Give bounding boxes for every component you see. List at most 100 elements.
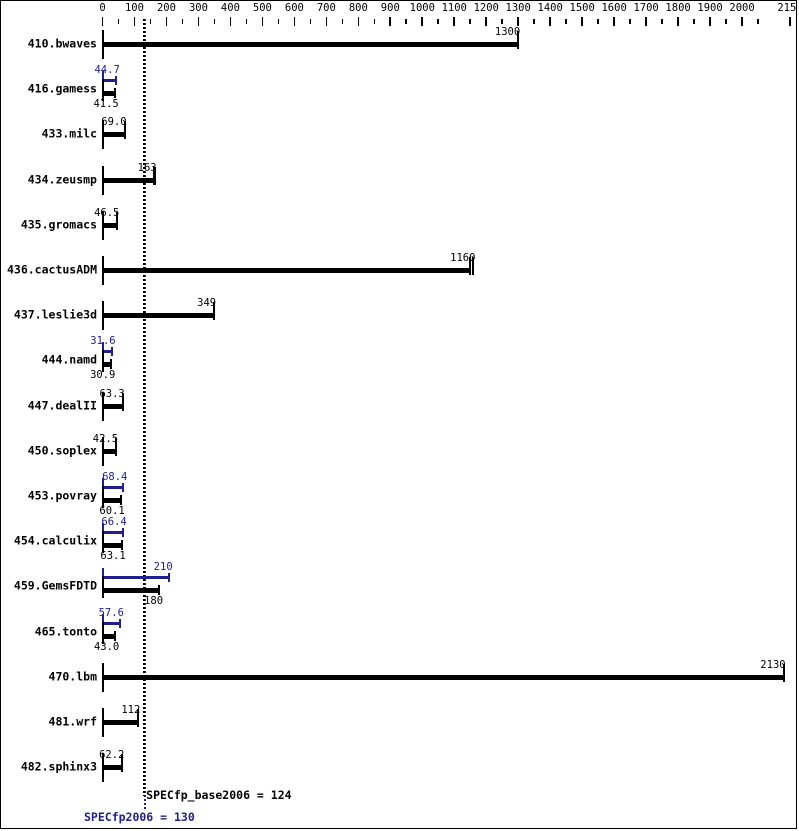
- base-bar-end-tick: [517, 31, 520, 49]
- base-bar-end-tick: [110, 359, 113, 370]
- x-tick-label: 900: [380, 2, 400, 14]
- base-bar-end-tick: [158, 585, 161, 596]
- benchmark-label: 444.namd: [41, 352, 97, 367]
- x-tick-major: [677, 17, 679, 26]
- peak-bar-end-tick: [118, 618, 121, 628]
- bar-origin-tick: [101, 753, 104, 783]
- benchmark-label: 459.GemsFDTD: [13, 578, 97, 593]
- bar-value-label: 62.2: [99, 749, 125, 762]
- x-tick-minor: [213, 19, 216, 24]
- base-bar-end-tick: [123, 121, 126, 140]
- peak-value-label: 31.6: [90, 335, 116, 348]
- x-tick-minor: [309, 19, 312, 24]
- peak-bar-end-tick: [114, 76, 117, 86]
- x-tick-label: 1000: [409, 2, 435, 14]
- base-value-label: 41.5: [93, 98, 119, 111]
- x-tick-label: 300: [188, 2, 208, 14]
- x-tick-major: [293, 17, 296, 26]
- base-bar: [102, 313, 215, 319]
- bar-value-label: 63.3: [99, 387, 125, 400]
- x-tick-label: 2000: [729, 2, 755, 14]
- x-tick-minor: [757, 19, 759, 24]
- base-bar-end-tick: [113, 88, 116, 99]
- base-bar: [102, 765, 123, 771]
- base-bar: [102, 91, 116, 97]
- x-tick-minor: [341, 19, 344, 24]
- bar-value-label: 163: [137, 161, 157, 174]
- bar-value-label: 1160: [450, 252, 476, 264]
- x-tick-label: 1400: [537, 2, 563, 14]
- peak-bar: [102, 350, 113, 354]
- x-tick-label: 1900: [697, 2, 723, 14]
- x-tick-label: 1300: [505, 2, 531, 14]
- x-tick-major: [645, 17, 647, 26]
- base-origin-tick: [101, 576, 104, 599]
- peak-value-label: 66.4: [101, 516, 127, 529]
- bar-origin-tick: [101, 708, 104, 737]
- base-bar-end-tick: [115, 437, 118, 456]
- x-tick-major: [421, 17, 424, 26]
- base-origin-tick: [101, 531, 104, 554]
- peak-value-label: 44.7: [94, 64, 120, 77]
- x-tick-major: [165, 17, 168, 26]
- footer-peak-score: SPECfp2006 = 130: [84, 810, 195, 824]
- benchmark-label: 410.bwaves: [27, 36, 97, 51]
- base-origin-tick: [101, 486, 104, 508]
- base-bar: [102, 720, 139, 725]
- peak-bar: [102, 79, 117, 83]
- bar-value-label: 112: [121, 704, 141, 716]
- x-tick-major: [741, 17, 743, 26]
- x-tick-major: [549, 17, 551, 26]
- peak-origin-tick: [101, 568, 104, 580]
- x-tick-minor: [373, 19, 376, 24]
- x-tick-label: 1700: [633, 2, 659, 14]
- peak-bar: [102, 531, 124, 535]
- benchmark-label: 450.soplex: [27, 443, 97, 458]
- x-tick-major: [517, 17, 519, 26]
- peak-origin-tick: [101, 71, 104, 83]
- base-bar-end-tick: [114, 630, 117, 641]
- x-tick-label: 200: [156, 2, 176, 14]
- x-tick-label: 1500: [569, 2, 595, 14]
- peak-origin-tick: [101, 478, 104, 489]
- x-tick-major: [357, 17, 360, 26]
- base-origin-tick: [101, 350, 104, 373]
- bar-origin-tick: [101, 391, 104, 421]
- x-tick-major: [325, 17, 328, 26]
- x-tick-minor: [533, 19, 535, 24]
- base-bar-end-tick: [116, 211, 119, 230]
- base-bar: [102, 177, 154, 183]
- base-bar-end-tick: [137, 709, 140, 727]
- bar-value-label: 69.0: [101, 116, 127, 129]
- base-bar: [102, 42, 519, 47]
- x-tick-minor: [725, 19, 727, 24]
- x-tick-major: [229, 17, 232, 26]
- x-tick-minor: [405, 19, 408, 24]
- bar-origin-tick: [101, 210, 104, 240]
- base-bar: [102, 222, 118, 228]
- x-tick-major: [709, 17, 711, 26]
- bar-origin-tick: [101, 436, 104, 466]
- base-origin-tick: [101, 621, 104, 644]
- base-bar-end-tick: [213, 302, 216, 321]
- peak-origin-tick: [101, 613, 104, 625]
- x-tick-minor: [693, 19, 695, 24]
- base-bar: [102, 403, 123, 409]
- benchmark-label: 433.milc: [41, 126, 97, 141]
- peak-value-label: 68.4: [102, 471, 128, 483]
- bar-origin-tick: [101, 256, 104, 285]
- x-tick-minor: [245, 19, 248, 24]
- x-tick-minor: [501, 19, 503, 24]
- base-bar-end-tick: [782, 663, 785, 682]
- x-tick-major: [133, 17, 136, 26]
- benchmark-label: 437.leslie3d: [13, 307, 97, 322]
- base-value-label: 60.1: [99, 505, 125, 517]
- base-bar: [102, 633, 117, 639]
- peak-bar-end-tick: [121, 528, 124, 538]
- x-tick-major: [613, 17, 615, 26]
- base-value-label: 63.1: [100, 550, 126, 563]
- x-tick-minor: [181, 19, 184, 24]
- benchmark-label: 434.zeusmp: [27, 171, 97, 186]
- x-tick-label: 800: [348, 2, 368, 14]
- peak-value-label: 57.6: [98, 606, 124, 619]
